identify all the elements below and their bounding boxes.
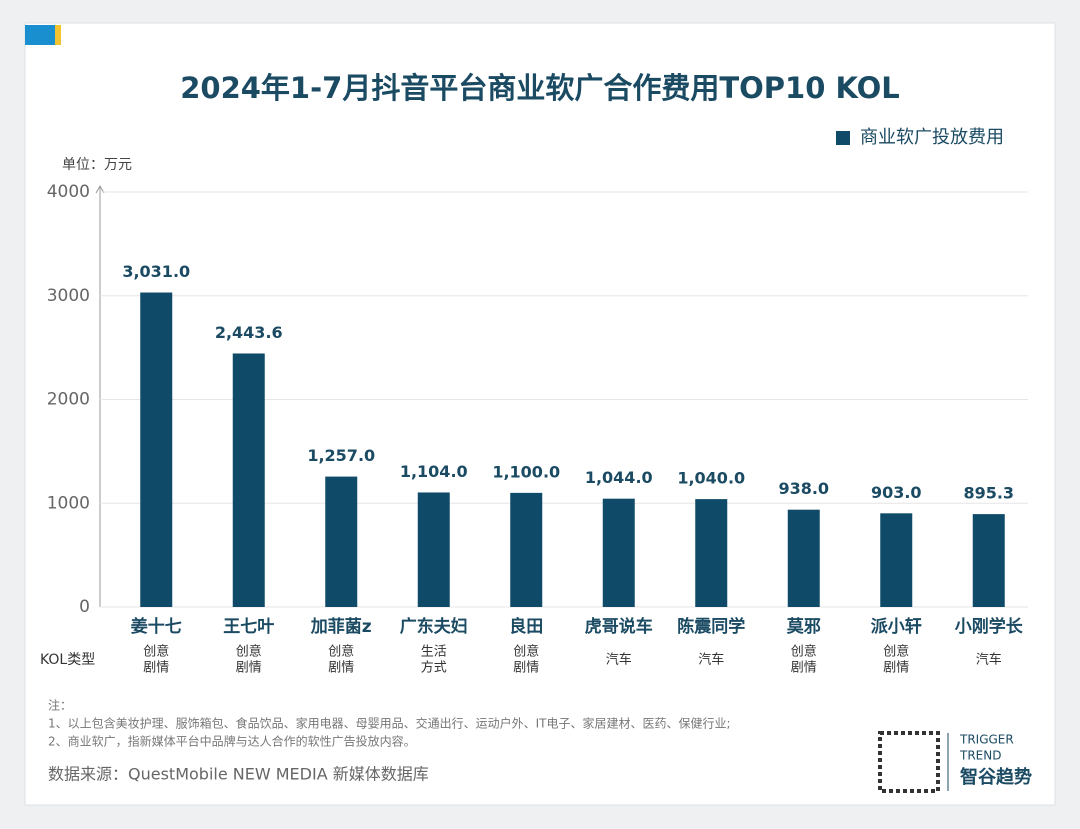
value-label: 1,040.0 <box>677 469 745 488</box>
logo-brand: 智谷趋势 <box>960 766 1032 788</box>
bar <box>417 492 450 607</box>
x-tick-label: 虎哥说车 <box>585 616 653 637</box>
x-tick-label: 小刚学长 <box>955 616 1024 637</box>
value-label: 1,100.0 <box>492 462 560 481</box>
kol-type: 创意 <box>513 644 539 660</box>
logo-text: TREND <box>959 749 1001 763</box>
y-tick-label: 4000 <box>47 182 90 202</box>
kol-type: 剧情 <box>328 661 354 676</box>
kol-type: 创意 <box>143 644 169 660</box>
x-tick-label: 良田 <box>509 616 543 637</box>
unit-label: 单位：万元 <box>62 157 132 173</box>
x-tick-label: 姜十七 <box>131 616 182 637</box>
bar <box>787 509 820 607</box>
kol-type: 生活 <box>421 645 447 660</box>
corner-decoration <box>55 25 61 45</box>
kol-type: 方式 <box>421 660 447 676</box>
logo-text: TRIGGER <box>959 733 1014 747</box>
bar <box>695 499 728 607</box>
bar <box>510 492 543 607</box>
kol-type: 创意 <box>883 644 909 660</box>
y-tick-label: 1000 <box>47 493 90 513</box>
axis-arrow <box>95 184 105 194</box>
bar <box>880 513 913 607</box>
note: 2、商业软广，指新媒体平台中品牌与达人合作的软性广告投放内容。 <box>48 734 416 749</box>
bar <box>972 514 1005 607</box>
kol-type: 汽车 <box>976 652 1002 668</box>
value-label: 1,044.0 <box>585 468 653 487</box>
value-label: 895.3 <box>963 484 1014 503</box>
corner-decoration <box>25 25 55 45</box>
source: 数据来源：QuestMobile NEW MEDIA 新媒体数据库 <box>48 765 429 784</box>
type-header: KOL类型 <box>40 652 95 668</box>
kol-type: 剧情 <box>883 661 909 676</box>
x-tick-label: 王七叶 <box>223 617 274 637</box>
value-label: 938.0 <box>778 479 829 498</box>
y-tick-label: 2000 <box>47 390 90 410</box>
note: 注： <box>48 698 72 713</box>
value-label: 1,104.0 <box>400 462 468 481</box>
kol-type: 汽车 <box>606 652 632 668</box>
value-label: 3,031.0 <box>122 262 190 281</box>
note: 1、以上包含美妆护理、服饰箱包、食品饮品、家用电器、母婴用品、交通出行、运动户外… <box>48 716 731 731</box>
x-tick-label: 加菲菌z <box>310 617 372 637</box>
x-tick-label: 莫邪 <box>786 617 821 637</box>
x-tick-label: 陈震同学 <box>677 616 745 637</box>
legend-swatch <box>836 131 850 145</box>
bar <box>232 353 265 607</box>
y-tick-label: 3000 <box>47 286 90 306</box>
x-tick-label: 广东夫妇 <box>400 616 468 637</box>
x-tick-label: 派小轩 <box>871 616 922 637</box>
kol-type: 汽车 <box>698 652 724 668</box>
bar <box>602 498 635 607</box>
value-label: 1,257.0 <box>307 446 375 465</box>
y-tick-label: 0 <box>79 597 90 617</box>
bar <box>325 476 358 607</box>
card <box>24 22 1056 806</box>
kol-type: 剧情 <box>791 661 817 676</box>
kol-type: 剧情 <box>236 661 262 676</box>
value-label: 2,443.6 <box>215 323 283 342</box>
qr-code <box>878 731 940 793</box>
kol-type: 剧情 <box>143 661 169 676</box>
value-label: 903.0 <box>871 483 922 502</box>
kol-type: 创意 <box>328 644 354 660</box>
kol-type: 剧情 <box>513 661 539 676</box>
bar <box>140 292 173 607</box>
legend-label: 商业软广投放费用 <box>860 127 1004 148</box>
chart-title: 2024年1-7月抖音平台商业软广合作费用TOP10 KOL <box>180 71 900 105</box>
kol-type: 创意 <box>236 644 262 660</box>
kol-type: 创意 <box>791 644 817 660</box>
